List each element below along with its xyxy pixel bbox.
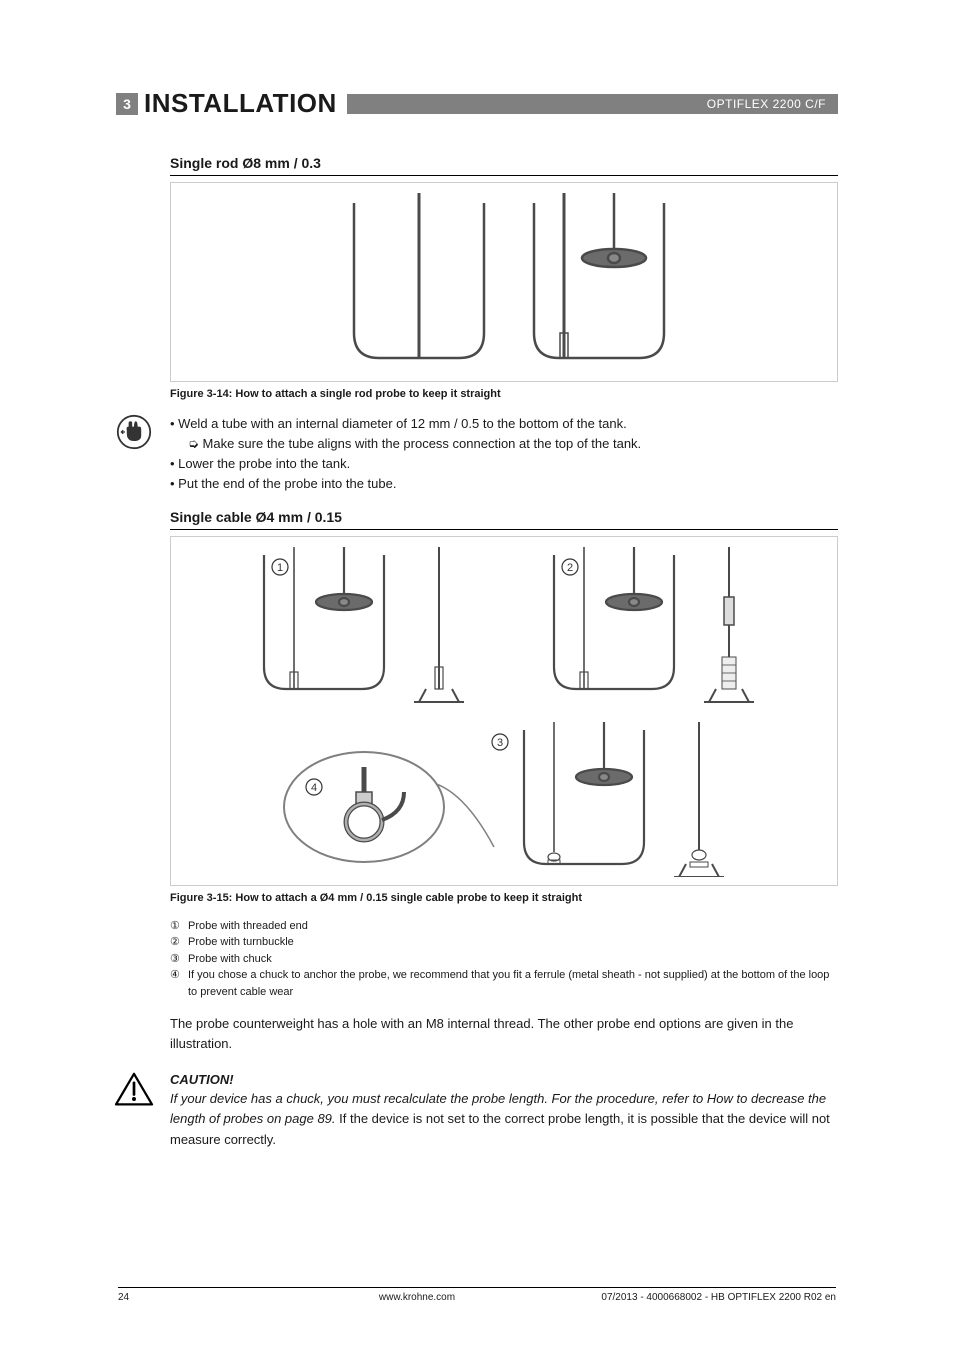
bullet-sub-item: Make sure the tube aligns with the proce… <box>188 434 641 454</box>
legend-num: ① <box>170 918 188 935</box>
page-content: Single rod Ø8 mm / 0.3 <box>170 155 838 1150</box>
legend-num: ② <box>170 934 188 951</box>
legend-text: Probe with turnbuckle <box>188 934 294 951</box>
figure-3-14-box <box>170 182 838 382</box>
caution-icon <box>114 1072 154 1113</box>
procedure-hand-icon <box>116 414 152 455</box>
bullet-item: Lower the probe into the tank. <box>170 454 641 474</box>
figure-3-15-caption: Figure 3-15: How to attach a Ø4 mm / 0.1… <box>170 892 838 904</box>
section-title: INSTALLATION <box>144 88 337 119</box>
bullet-item: Weld a tube with an internal diameter of… <box>170 414 641 434</box>
legend-text: If you chose a chuck to anchor the probe… <box>188 967 838 1000</box>
footer-url: www.krohne.com <box>298 1292 536 1303</box>
footer-page-number: 24 <box>118 1292 298 1303</box>
caution-content: CAUTION! If your device has a chuck, you… <box>170 1072 838 1149</box>
section-number-badge: 3 <box>116 93 138 115</box>
figure-3-15-box: 1 2 <box>170 536 838 886</box>
legend-num: ④ <box>170 967 188 1000</box>
page-header: 3 INSTALLATION OPTIFLEX 2200 C/F <box>116 88 838 119</box>
legend-num: ③ <box>170 951 188 968</box>
caution-text: If your device has a chuck, you must rec… <box>170 1089 838 1149</box>
page-footer: 24 www.krohne.com 07/2013 - 4000668002 -… <box>118 1287 836 1303</box>
header-product-bar: OPTIFLEX 2200 C/F <box>347 94 838 114</box>
bullet-item: Put the end of the probe into the tube. <box>170 474 641 494</box>
legend-row: ④If you chose a chuck to anchor the prob… <box>170 967 838 1000</box>
subheading-single-cable: Single cable Ø4 mm / 0.15 <box>170 509 838 530</box>
figure-3-14-caption: Figure 3-14: How to attach a single rod … <box>170 388 838 400</box>
legend-text: Probe with threaded end <box>188 918 308 935</box>
legend-row: ①Probe with threaded end <box>170 918 838 935</box>
procedure-bullets-1: Weld a tube with an internal diameter of… <box>170 414 641 495</box>
caution-block: CAUTION! If your device has a chuck, you… <box>170 1072 838 1149</box>
svg-text:4: 4 <box>311 782 317 794</box>
legend-row: ③Probe with chuck <box>170 951 838 968</box>
legend-row: ②Probe with turnbuckle <box>170 934 838 951</box>
procedure-block-1: Weld a tube with an internal diameter of… <box>170 414 838 495</box>
legend-text: Probe with chuck <box>188 951 272 968</box>
svg-text:3: 3 <box>497 737 503 749</box>
svg-text:2: 2 <box>567 562 573 574</box>
figure-3-14-svg <box>294 193 714 373</box>
counterweight-paragraph: The probe counterweight has a hole with … <box>170 1014 838 1054</box>
figure-3-15-svg: 1 2 <box>194 547 814 877</box>
svg-text:1: 1 <box>277 562 283 574</box>
footer-docid: 07/2013 - 4000668002 - HB OPTIFLEX 2200 … <box>536 1292 836 1303</box>
figure-3-15-legend: ①Probe with threaded end ②Probe with tur… <box>170 918 838 1001</box>
product-label: OPTIFLEX 2200 C/F <box>707 97 826 111</box>
caution-heading: CAUTION! <box>170 1072 838 1087</box>
subheading-single-rod: Single rod Ø8 mm / 0.3 <box>170 155 838 176</box>
